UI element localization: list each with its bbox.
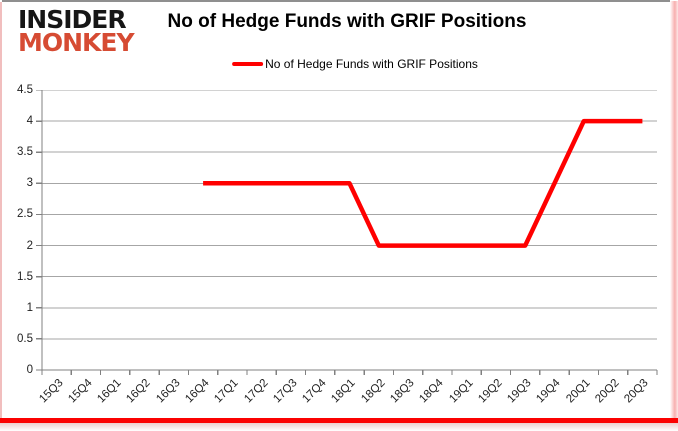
x-tick-label: 17Q2 bbox=[241, 377, 271, 406]
y-tick-label: 1.5 bbox=[17, 270, 33, 283]
x-tick-label: 19Q4 bbox=[534, 377, 563, 406]
y-tick-label: 4 bbox=[26, 115, 33, 128]
bottom-red-bar bbox=[0, 418, 678, 423]
x-tick-label: 17Q3 bbox=[271, 377, 300, 406]
x-tick-label: 17Q1 bbox=[212, 377, 241, 406]
x-tick-label: 15Q4 bbox=[66, 377, 95, 406]
x-tick-label: 16Q1 bbox=[95, 377, 124, 406]
legend: No of Hedge Funds with GRIF Positions bbox=[232, 57, 478, 71]
x-tick-label: 16Q2 bbox=[124, 377, 153, 406]
legend-label: No of Hedge Funds with GRIF Positions bbox=[265, 57, 478, 71]
logo-text-monkey: MONKEY bbox=[18, 28, 135, 57]
y-tick-label: 1 bbox=[26, 301, 33, 314]
chart-title: No of Hedge Funds with GRIF Positions bbox=[167, 11, 527, 32]
y-tick-label: 0.5 bbox=[17, 332, 33, 345]
x-tick-label: 18Q1 bbox=[329, 377, 358, 406]
top-border bbox=[2, 0, 670, 2]
x-tick-label: 20Q1 bbox=[563, 377, 593, 406]
bottom-bar-shadow bbox=[0, 423, 678, 431]
y-tick-label: 4.5 bbox=[17, 84, 33, 96]
series-line bbox=[203, 118, 643, 248]
x-tick-label: 19Q1 bbox=[446, 377, 476, 406]
x-tick-label: 18Q4 bbox=[417, 377, 446, 406]
x-tick-label: 19Q3 bbox=[505, 377, 534, 406]
right-glow-border bbox=[670, 1, 678, 422]
x-tick-label: 20Q2 bbox=[593, 377, 622, 406]
x-tick-label: 15Q3 bbox=[36, 377, 66, 406]
left-border bbox=[0, 2, 2, 419]
x-tick-label: 18Q3 bbox=[388, 377, 417, 406]
x-tick-label: 19Q2 bbox=[476, 377, 505, 406]
line-chart-svg bbox=[36, 90, 658, 375]
x-tick-label: 16Q3 bbox=[153, 377, 183, 406]
y-tick-label: 3.5 bbox=[17, 146, 33, 159]
x-tick-label: 18Q2 bbox=[358, 377, 388, 406]
logo-text-insider: INSIDER bbox=[18, 5, 127, 34]
y-tick-label: 0 bbox=[26, 364, 33, 376]
y-tick-label: 3 bbox=[26, 177, 33, 190]
y-tick-label: 2 bbox=[26, 239, 33, 252]
x-tick-label: 17Q4 bbox=[300, 377, 329, 406]
insider-monkey-logo: INSIDER MONKEY bbox=[18, 5, 135, 57]
legend-line-swatch bbox=[232, 62, 264, 66]
x-tick-label: 16Q4 bbox=[183, 377, 212, 406]
y-tick-label: 2.5 bbox=[17, 208, 33, 221]
x-tick-label: 20Q3 bbox=[622, 377, 651, 406]
